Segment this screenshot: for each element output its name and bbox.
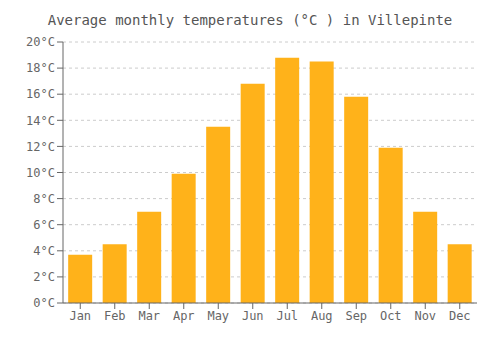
html-text:Average monthly temperatures (: Average monthly temperatures (°C ) in Vi… bbox=[47, 12, 453, 28]
svg-text:Aug: Aug bbox=[311, 309, 333, 323]
svg-text:20°C: 20°C bbox=[26, 35, 55, 49]
svg-text:18°C: 18°C bbox=[26, 61, 55, 75]
svg-text:Jan: Jan bbox=[69, 309, 91, 323]
svg-text:May: May bbox=[207, 309, 229, 323]
svg-text:Oct: Oct bbox=[380, 309, 402, 323]
svg-text:10°C: 10°C bbox=[26, 166, 55, 180]
svg-text:4°C: 4°C bbox=[33, 244, 55, 258]
svg-text:14°C: 14°C bbox=[26, 114, 55, 128]
svg-text:8°C: 8°C bbox=[33, 192, 55, 206]
svg-text:2°C: 2°C bbox=[33, 270, 55, 284]
svg-text:Apr: Apr bbox=[173, 309, 195, 323]
svg-text:6°C: 6°C bbox=[33, 218, 55, 232]
svg-text:Mar: Mar bbox=[138, 309, 160, 323]
svg-text:Nov: Nov bbox=[414, 309, 436, 323]
svg-text:Dec: Dec bbox=[449, 309, 471, 323]
svg-text:16°C: 16°C bbox=[26, 87, 55, 101]
svg-text:Feb: Feb bbox=[104, 309, 126, 323]
svg-text:Jun: Jun bbox=[242, 309, 264, 323]
svg-text:0°C: 0°C bbox=[33, 296, 55, 310]
svg-text:12°C: 12°C bbox=[26, 140, 55, 154]
svg-text:Sep: Sep bbox=[345, 309, 367, 323]
svg-text:Jul: Jul bbox=[276, 309, 298, 323]
